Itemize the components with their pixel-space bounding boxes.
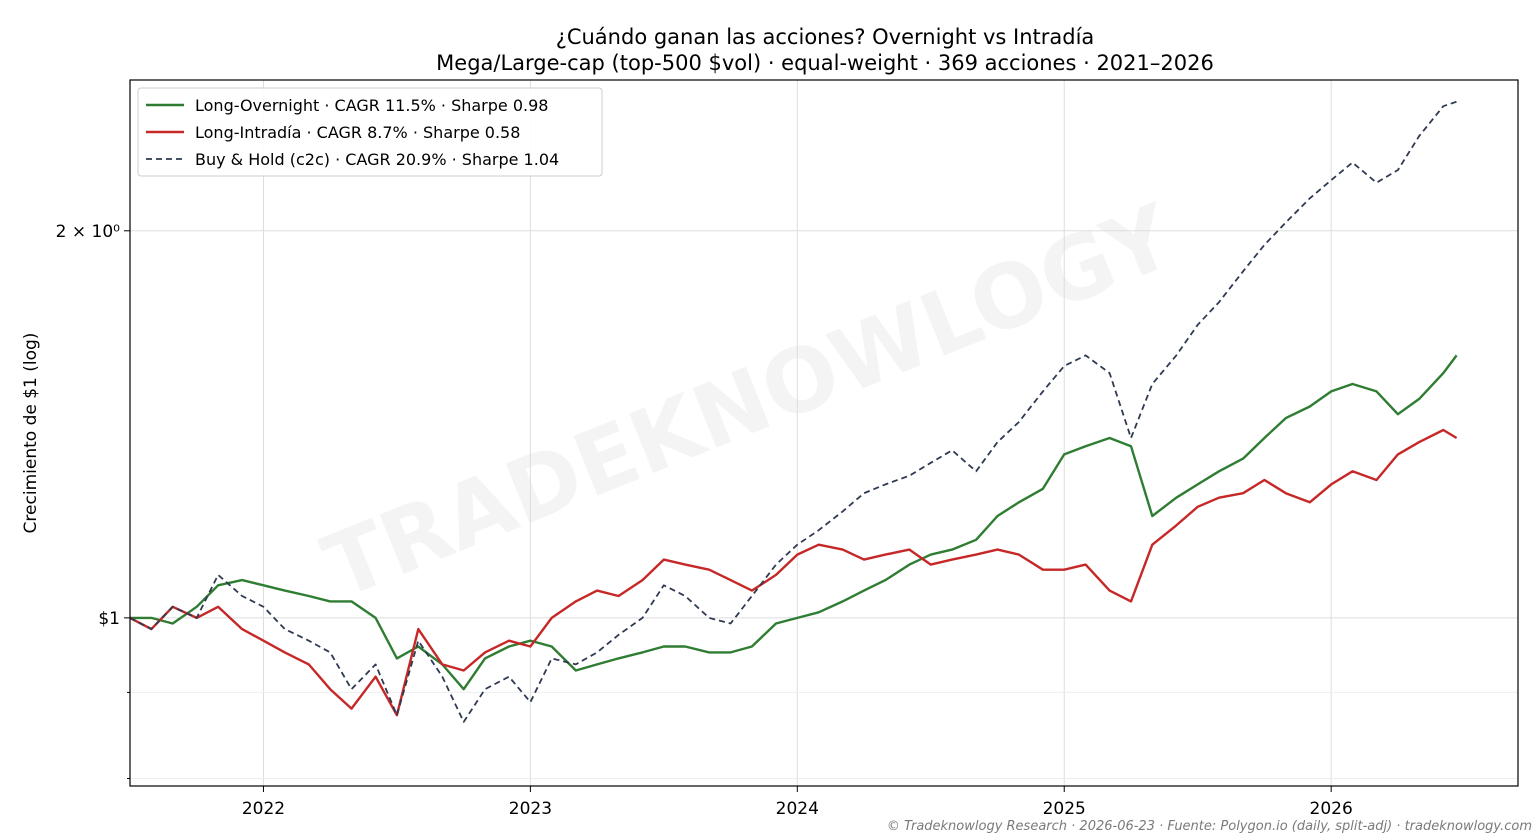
- y-tick-label: $1: [98, 609, 120, 629]
- y-axis-label: Crecimiento de $1 (log): [21, 333, 41, 534]
- x-tick-label: 2025: [1043, 799, 1086, 819]
- x-tick-label: 2026: [1310, 799, 1353, 819]
- series-line-intradia: [129, 428, 1458, 717]
- legend-label-buyhold: Buy & Hold (c2c) · CAGR 20.9% · Sharpe 1…: [195, 150, 559, 169]
- chart-title: ¿Cuándo ganan las acciones? Overnight vs…: [556, 25, 1095, 49]
- chart-subtitle: Mega/Large-cap (top-500 $vol) · equal-we…: [436, 51, 1214, 75]
- x-tick-label: 2023: [509, 799, 552, 819]
- series-line-overnight: [130, 354, 1458, 691]
- x-tick-label: 2024: [776, 799, 819, 819]
- axes: 2022 2023 2024 2025 2026 $1 2 × 10⁰: [56, 222, 1353, 819]
- x-tick-label: 2022: [242, 799, 285, 819]
- series-group: [129, 100, 1458, 723]
- legend: Long-Overnight · CAGR 11.5% · Sharpe 0.9…: [137, 87, 603, 177]
- series-line-buyhold: [129, 100, 1457, 723]
- y-tick-label: 2 × 10⁰: [56, 222, 120, 242]
- legend-frame: [137, 87, 603, 177]
- grid: [130, 80, 1518, 786]
- footer-credit: © Tradeknowlogy Research · 2026-06-23 · …: [886, 819, 1532, 834]
- legend-label-intradia: Long-Intradía · CAGR 8.7% · Sharpe 0.58: [195, 123, 520, 142]
- plot-frame: [129, 79, 1519, 787]
- legend-label-overnight: Long-Overnight · CAGR 11.5% · Sharpe 0.9…: [195, 96, 548, 115]
